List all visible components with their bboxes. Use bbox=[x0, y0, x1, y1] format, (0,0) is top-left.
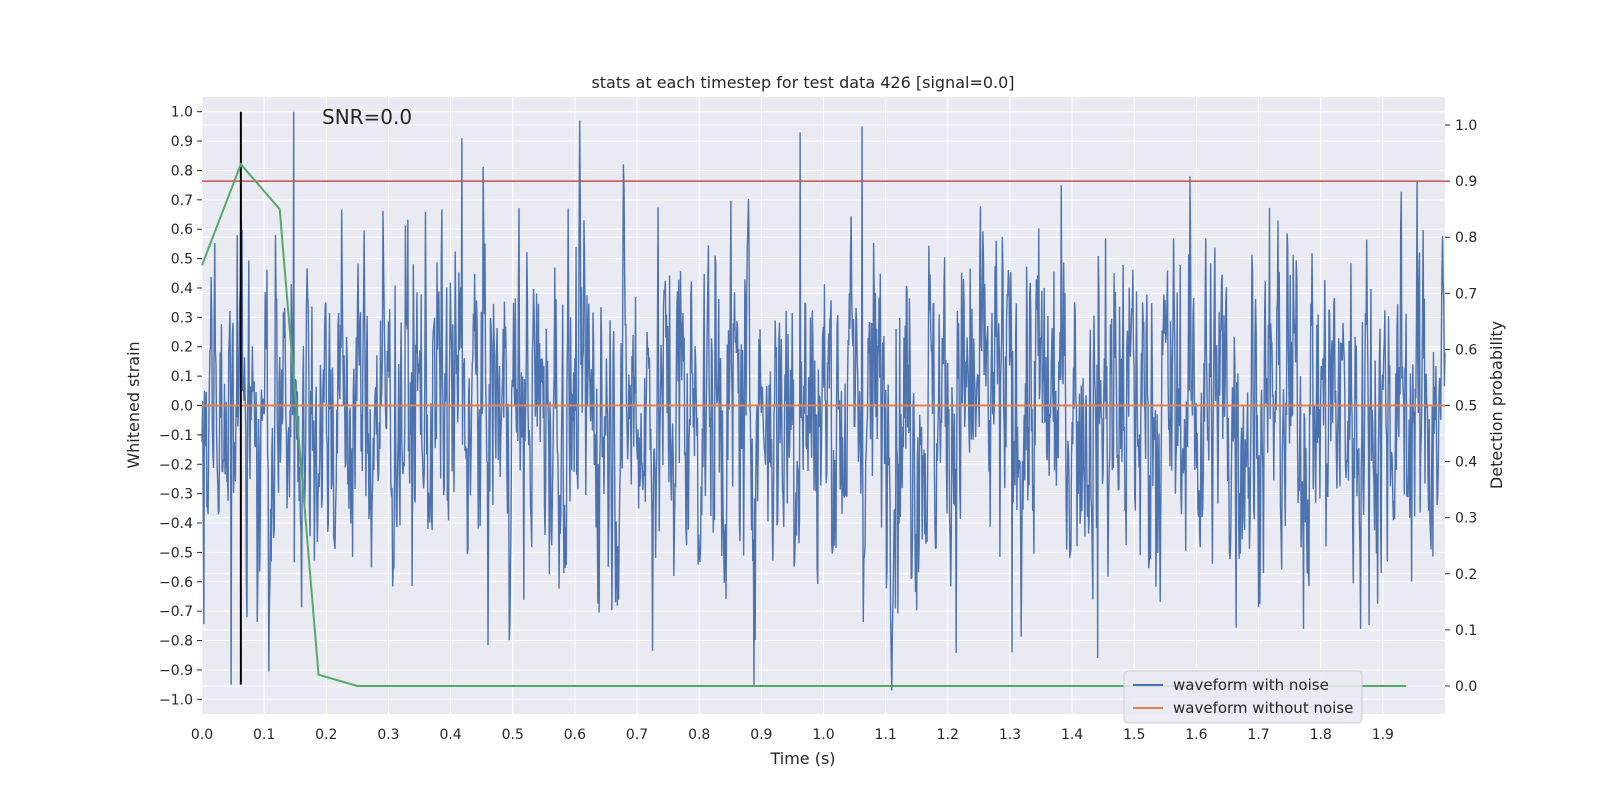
x-tick-label: 0.6 bbox=[564, 727, 586, 743]
x-tick-label: 1.7 bbox=[1247, 727, 1269, 743]
x-tick-label: 0.9 bbox=[750, 727, 772, 743]
x-tick-label: 0.0 bbox=[191, 727, 213, 743]
x-tick-label: 1.8 bbox=[1310, 727, 1332, 743]
x-tick-label: 0.8 bbox=[688, 727, 710, 743]
y-tick-label: 0.5 bbox=[171, 252, 193, 268]
x-tick-label: 0.2 bbox=[315, 727, 337, 743]
y-right-tick-label: 0.7 bbox=[1455, 286, 1477, 302]
y-tick-label: −0.2 bbox=[159, 457, 193, 473]
y-right-tick-label: 0.4 bbox=[1455, 455, 1477, 471]
y-tick-label: −0.3 bbox=[159, 487, 193, 503]
y-right-tick-label: 0.3 bbox=[1455, 511, 1477, 527]
x-tick-label: 1.4 bbox=[1061, 727, 1083, 743]
y-tick-label: 0.7 bbox=[171, 193, 193, 209]
legend-label-noise: waveform with noise bbox=[1173, 676, 1329, 694]
axes: 0.0 0.1 0.2 0.3 0.4 0.5 0.6 0.7 0.8 0.9 1.0 1.1 1.2 1… bbox=[159, 105, 1477, 743]
x-tick-label: 0.7 bbox=[626, 727, 648, 743]
y-right-tick-label: 0.5 bbox=[1455, 399, 1477, 415]
noise-series bbox=[201, 111, 1446, 691]
y-tick-label: −0.4 bbox=[159, 516, 193, 532]
y-tick-label: 0.3 bbox=[171, 310, 193, 326]
legend-box bbox=[1123, 670, 1363, 724]
chart-title: stats at each timestep for test data 426… bbox=[591, 73, 1014, 92]
y-axis-label: Whitened strain bbox=[124, 341, 143, 468]
y-tick-label: −0.7 bbox=[159, 604, 193, 620]
y-tick-label: −0.5 bbox=[159, 545, 193, 561]
x-tick-label: 1.0 bbox=[812, 727, 834, 743]
y-tick-label: 0.9 bbox=[171, 134, 193, 150]
y-tick-label: 0.1 bbox=[171, 369, 193, 385]
x-tick-label: 1.6 bbox=[1185, 727, 1207, 743]
x-tick-label: 0.4 bbox=[439, 727, 461, 743]
legend: waveform with noise waveform without noi… bbox=[1123, 670, 1363, 724]
x-tick-label: 1.1 bbox=[875, 727, 897, 743]
y-right-tick-label: 0.1 bbox=[1455, 623, 1477, 639]
x-tick-label: 0.3 bbox=[377, 727, 399, 743]
y-right-tick-label: 0.8 bbox=[1455, 230, 1477, 246]
y-tick-label: −0.1 bbox=[159, 428, 193, 444]
y-tick-label: 0.4 bbox=[171, 281, 193, 297]
snr-annotation: SNR=0.0 bbox=[322, 105, 412, 129]
y-tick-label: −0.9 bbox=[159, 663, 193, 679]
y-tick-label: −0.6 bbox=[159, 575, 193, 591]
y-right-tick-label: 0.6 bbox=[1455, 342, 1477, 358]
x-tick-label: 0.5 bbox=[502, 727, 524, 743]
y-right-tick-label: 0.2 bbox=[1455, 567, 1477, 583]
y-tick-label: 1.0 bbox=[171, 105, 193, 121]
y-right-tick-label: 1.0 bbox=[1455, 118, 1477, 134]
x-tick-label: 1.9 bbox=[1372, 727, 1394, 743]
y-tick-label: 0.2 bbox=[171, 340, 193, 356]
x-tick-label: 1.5 bbox=[1123, 727, 1145, 743]
x-tick-label: 1.3 bbox=[999, 727, 1021, 743]
detection-probability-line bbox=[201, 162, 1407, 687]
x-tick-label: 0.1 bbox=[253, 727, 275, 743]
y-right-tick-label: 0.0 bbox=[1455, 679, 1477, 695]
y-tick-label: 0.6 bbox=[171, 222, 193, 238]
x-axis-label: Time (s) bbox=[769, 749, 835, 768]
series-lines bbox=[201, 111, 1445, 687]
y-tick-label: −1.0 bbox=[159, 692, 193, 708]
waveform-with-noise-line bbox=[201, 111, 1446, 691]
x-tick-label: 1.2 bbox=[937, 727, 959, 743]
legend-label-clean: waveform without noise bbox=[1173, 699, 1353, 717]
y-right-tick-label: 0.9 bbox=[1455, 174, 1477, 190]
y-tick-label: −0.8 bbox=[159, 634, 193, 650]
y-tick-label: 0.0 bbox=[171, 399, 193, 415]
y-tick-label: 0.8 bbox=[171, 163, 193, 179]
y-axis-right-label: Detection probability bbox=[1487, 321, 1506, 489]
